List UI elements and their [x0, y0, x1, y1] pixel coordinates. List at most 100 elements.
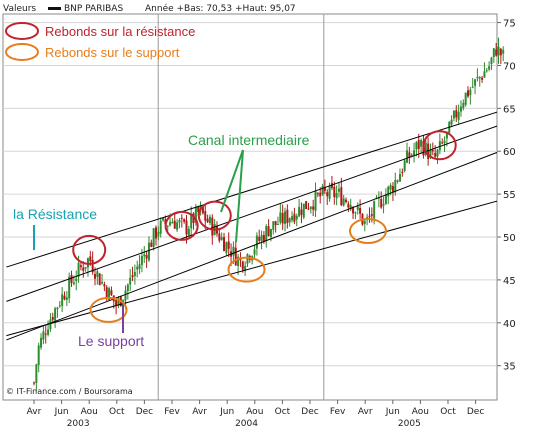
- candle-body: [391, 186, 394, 193]
- trendline-resistance-lower: [6, 125, 497, 302]
- resistance-label: la Résistance: [13, 206, 98, 222]
- legend-resistance-swatch: [5, 22, 39, 40]
- candle-body: [239, 258, 242, 261]
- channel-label: Canal intermediaire: [188, 132, 310, 148]
- candle-body: [490, 57, 493, 64]
- candle-body: [286, 209, 289, 224]
- candle-body: [457, 111, 460, 120]
- x-year-label: 2003: [67, 419, 90, 429]
- candle-body: [194, 207, 197, 223]
- y-tick-label: 65: [503, 104, 516, 115]
- candle-body: [258, 236, 261, 241]
- candle-body: [234, 247, 237, 266]
- x-month-label: Dec: [467, 407, 484, 417]
- candle-body: [96, 271, 99, 277]
- channel-pointer-2: [235, 149, 244, 243]
- candle-body: [190, 213, 193, 229]
- x-month-label: Fev: [330, 407, 346, 417]
- series-label: Valeurs: [3, 4, 37, 14]
- candle-body: [61, 294, 64, 306]
- candle-body: [246, 254, 249, 264]
- candle-body: [284, 211, 287, 224]
- candle-body: [398, 174, 401, 182]
- candle-body: [464, 92, 467, 105]
- candle-body: [147, 242, 150, 261]
- candle-body: [462, 102, 465, 109]
- candle-body: [429, 150, 432, 158]
- channel-pointer-1: [220, 149, 244, 213]
- candle-body: [420, 140, 423, 147]
- candle-body: [35, 364, 38, 383]
- candle-body: [471, 86, 474, 88]
- candle-body: [68, 276, 71, 299]
- x-year-label: 2004: [235, 419, 258, 429]
- candle-body: [187, 228, 190, 236]
- legend-support-swatch: [5, 43, 39, 61]
- candle-body: [84, 267, 87, 269]
- x-month-label: Avr: [358, 407, 373, 417]
- candle-body: [434, 153, 437, 157]
- candle-body: [93, 274, 96, 279]
- candle-body: [384, 194, 387, 205]
- candle-body: [478, 77, 481, 79]
- candle-body: [438, 141, 441, 151]
- candle-body: [305, 201, 308, 209]
- candle-body: [349, 205, 352, 210]
- x-month-label: Dec: [136, 407, 153, 417]
- legend-support-label: Rebonds sur le support: [45, 45, 180, 60]
- candle-body: [204, 211, 207, 221]
- candle-body: [232, 246, 235, 256]
- y-tick-label: 45: [503, 276, 516, 287]
- candle-body: [269, 228, 272, 238]
- candle-body: [145, 255, 148, 259]
- candle-body: [133, 271, 136, 277]
- y-tick-label: 75: [503, 19, 516, 30]
- candle-body: [497, 46, 500, 56]
- candle-body: [129, 277, 132, 285]
- support-label: Le support: [78, 333, 145, 349]
- candle-body: [319, 192, 322, 197]
- candle-body: [140, 255, 143, 265]
- candle-body: [138, 264, 141, 269]
- legend-resistance-label: Rebonds sur la résistance: [45, 24, 195, 39]
- candle-body: [413, 150, 416, 156]
- x-month-label: Oct: [275, 407, 291, 417]
- candle-body: [345, 199, 348, 203]
- support-rebound-circle: [348, 218, 387, 245]
- candle-body: [415, 142, 418, 150]
- candle-body: [352, 207, 355, 214]
- candle-body: [417, 139, 420, 149]
- candle-body: [443, 140, 446, 144]
- trendline-support-upper: [6, 151, 497, 341]
- candle-body: [274, 221, 277, 226]
- x-month-label: Oct: [109, 407, 125, 417]
- candle-body: [476, 76, 479, 79]
- candle-body: [272, 221, 275, 230]
- candle-body: [387, 186, 390, 197]
- candle-body: [427, 143, 430, 160]
- y-tick-label: 50: [503, 233, 516, 244]
- support-rebound-circle: [89, 296, 128, 323]
- legend-line-swatch: [48, 4, 61, 14]
- candle-body: [431, 150, 434, 152]
- candle-body: [173, 220, 176, 229]
- candle-body: [342, 198, 345, 206]
- candle-body: [424, 142, 427, 156]
- candle-body: [396, 180, 399, 182]
- candle-body: [340, 187, 343, 206]
- candle-body: [452, 110, 455, 119]
- candle-body: [262, 235, 265, 242]
- candle-body: [312, 206, 315, 210]
- candle-body: [105, 287, 108, 299]
- x-year-label: 2005: [398, 419, 421, 429]
- candle-body: [108, 288, 111, 301]
- support-rebound-circle: [227, 256, 266, 283]
- candle-body: [150, 242, 153, 247]
- candle-body: [37, 345, 40, 365]
- candle-body: [211, 217, 214, 236]
- candle-body: [394, 179, 397, 193]
- x-month-label: Aou: [246, 407, 263, 417]
- candle-body: [58, 305, 61, 307]
